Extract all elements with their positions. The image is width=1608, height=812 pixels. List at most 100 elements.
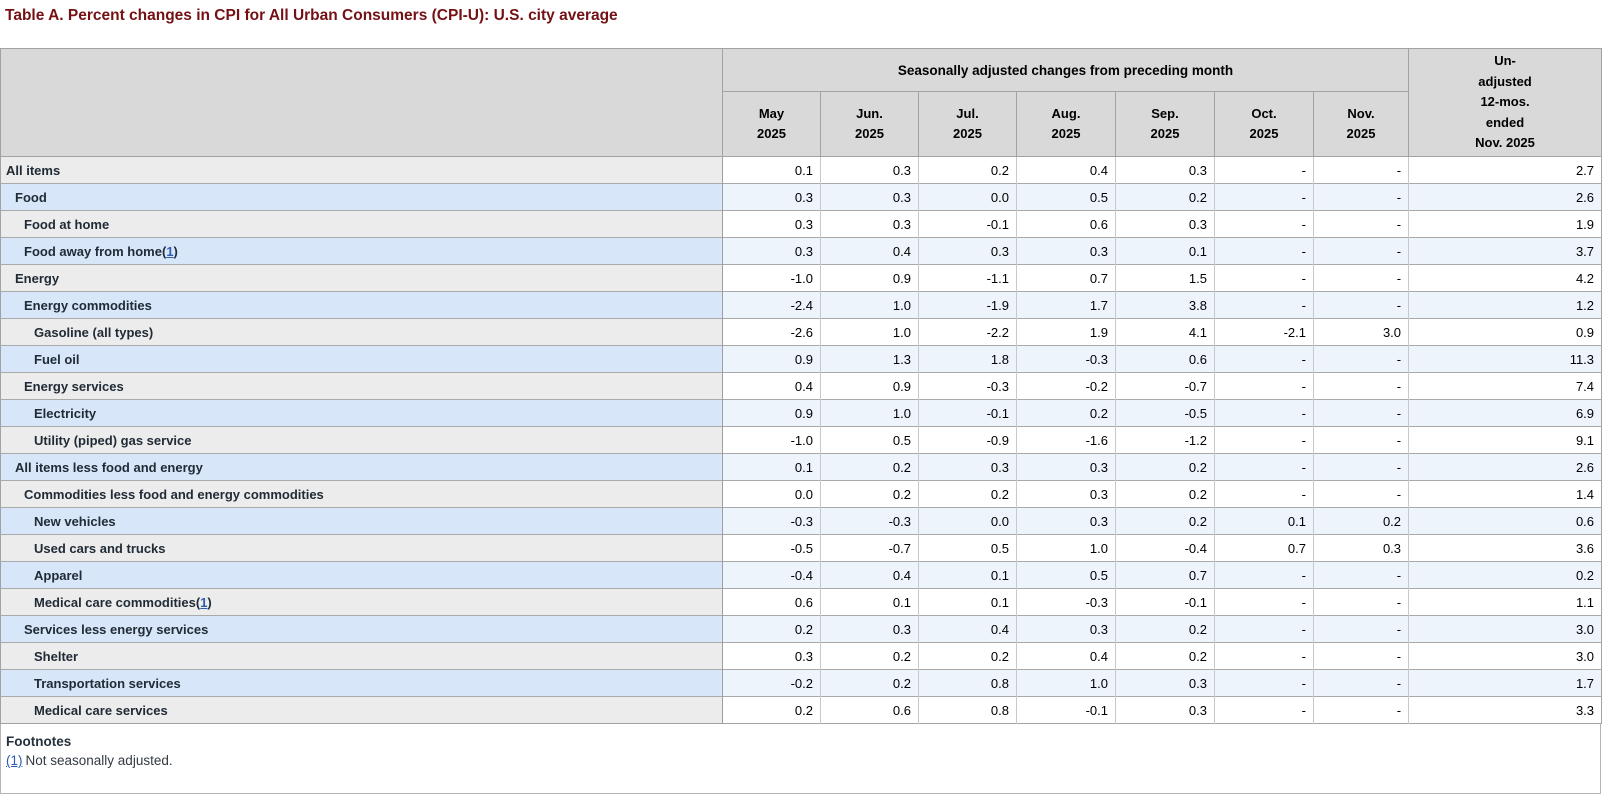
data-cell: -	[1312, 264, 1409, 292]
data-cell: 0.3	[1016, 237, 1116, 265]
data-cell: -	[1214, 156, 1314, 184]
data-cell: 0.4	[820, 237, 919, 265]
data-cell: 9.1	[1408, 426, 1602, 454]
data-cell: -	[1312, 291, 1409, 319]
table-row: All items 0.1 0.3 0.2 0.4 0.3- -2.7	[0, 156, 1602, 184]
data-cell: 0.8	[918, 669, 1017, 697]
data-cell: 0.3	[820, 156, 919, 184]
data-cell: 0.1	[1115, 237, 1215, 265]
data-cell: -0.5	[1115, 399, 1215, 427]
data-cell: 1.0	[820, 399, 919, 427]
month-header-row: May 2025 Jun. 2025 Jul. 2025 Aug. 2025 Sep. …	[1, 91, 1602, 157]
data-cell: -	[1312, 399, 1409, 427]
data-cell: -	[1214, 588, 1314, 616]
seasonally-adjusted-group-header: Seasonally adjusted changes from precedi…	[721, 48, 1410, 92]
data-cell: 0.2	[918, 156, 1017, 184]
footnote-ref-link[interactable]: 1	[200, 594, 208, 610]
data-cell: 0.2	[1115, 615, 1215, 643]
data-cell: 0.2	[1115, 480, 1215, 508]
table-row: Fuel oil 0.9 1.3 1.8 -0.3 0.6- -11.3	[0, 345, 1602, 373]
data-cell: -2.4	[722, 291, 821, 319]
data-cell: -0.1	[918, 210, 1017, 238]
data-cell: 0.4	[1016, 156, 1116, 184]
data-cell: 0.2	[1115, 183, 1215, 211]
data-cell: -	[1214, 615, 1314, 643]
row-label: Energy	[0, 264, 723, 292]
data-cell: 0.3	[1115, 210, 1215, 238]
data-cell: -1.0	[722, 426, 821, 454]
data-cell: 0.3	[1016, 480, 1116, 508]
table-row: Commodities less food and energy commodi…	[0, 480, 1602, 508]
data-cell: -	[1312, 696, 1409, 724]
data-cell: 0.2	[722, 615, 821, 643]
data-cell: 0.6	[722, 588, 821, 616]
data-cell: 0.9	[820, 372, 919, 400]
data-cell: -1.6	[1016, 426, 1116, 454]
footnote-1-link[interactable]: (1)	[6, 753, 23, 768]
data-cell: 3.0	[1312, 318, 1409, 346]
data-cell: 0.1	[918, 588, 1017, 616]
data-cell: 3.7	[1408, 237, 1602, 265]
data-cell: 1.1	[1408, 588, 1602, 616]
data-cell: 0.3	[1016, 615, 1116, 643]
data-cell: -0.7	[1115, 372, 1215, 400]
data-cell: 0.4	[722, 372, 821, 400]
data-cell: -0.3	[1016, 588, 1116, 616]
data-cell: -	[1214, 183, 1314, 211]
data-cell: -	[1312, 480, 1409, 508]
data-cell: -0.4	[722, 561, 821, 589]
table-row: Gasoline (all types) -2.6 1.0 -2.2 1.9 4.1 -2.…	[0, 318, 1602, 346]
data-cell: 0.0	[722, 480, 821, 508]
data-cell: -0.7	[820, 534, 919, 562]
month-header-5: Sep. 2025	[1115, 91, 1215, 157]
data-cell: 0.3	[1016, 507, 1116, 535]
data-cell: -0.3	[1016, 345, 1116, 373]
data-cell: -1.1	[918, 264, 1017, 292]
footnote-item: (1) Not seasonally adjusted.	[6, 751, 1600, 771]
data-cell: 1.4	[1408, 480, 1602, 508]
row-label: Energy services	[0, 372, 723, 400]
table-row: Energy -1.0 0.9 -1.1 0.7 1.5- -4.2	[0, 264, 1602, 292]
data-cell: -	[1214, 237, 1314, 265]
data-cell: 0.4	[820, 561, 919, 589]
data-cell: 1.5	[1115, 264, 1215, 292]
data-cell: -	[1312, 372, 1409, 400]
data-cell: 0.2	[722, 696, 821, 724]
data-cell: -	[1312, 345, 1409, 373]
page-title: Table A. Percent changes in CPI for All …	[5, 7, 618, 24]
data-cell: -	[1214, 480, 1314, 508]
data-cell: -	[1312, 453, 1409, 481]
data-cell: 3.3	[1408, 696, 1602, 724]
data-cell: 1.2	[1408, 291, 1602, 319]
data-cell: 3.6	[1408, 534, 1602, 562]
row-label: Used cars and trucks	[0, 534, 723, 562]
data-cell: -0.5	[722, 534, 821, 562]
month-header-1: May 2025	[722, 91, 821, 157]
data-cell: 0.6	[1408, 507, 1602, 535]
data-cell: 0.1	[722, 156, 821, 184]
data-cell: 0.9	[722, 345, 821, 373]
row-label: Transportation services	[0, 669, 723, 697]
table-row: Transportation services -0.2 0.2 0.8 1.0 0.3-…	[0, 669, 1602, 697]
data-cell: 0.5	[918, 534, 1017, 562]
data-cell: 3.0	[1408, 642, 1602, 670]
row-label: New vehicles	[0, 507, 723, 535]
data-cell: 1.9	[1016, 318, 1116, 346]
data-cell: 0.3	[722, 642, 821, 670]
row-label: Services less energy services	[0, 615, 723, 643]
data-cell: -	[1312, 210, 1409, 238]
data-cell: -0.2	[1016, 372, 1116, 400]
data-cell: -	[1214, 669, 1314, 697]
table-row: Services less energy services 0.2 0.3 0.4 0.…	[0, 615, 1602, 643]
data-cell: 0.9	[722, 399, 821, 427]
data-cell: 0.3	[722, 183, 821, 211]
month-header-4: Aug. 2025	[1016, 91, 1116, 157]
data-cell: -1.2	[1115, 426, 1215, 454]
data-cell: 0.6	[1115, 345, 1215, 373]
table-row: Energy services 0.4 0.9 -0.3 -0.2 -0.7- -7.4	[0, 372, 1602, 400]
data-cell: 0.7	[1214, 534, 1314, 562]
table-row: Food at home 0.3 0.3 -0.1 0.6 0.3- -1.9	[0, 210, 1602, 238]
data-cell: 0.2	[918, 480, 1017, 508]
cpi-table: Seasonally adjusted changes from precedi…	[0, 48, 1603, 724]
footnote-ref-link[interactable]: 1	[166, 243, 174, 259]
